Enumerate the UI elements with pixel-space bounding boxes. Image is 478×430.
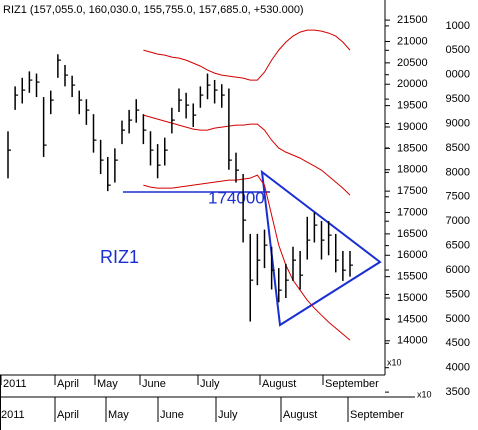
y2-tick-label: 3500	[446, 386, 470, 398]
y2-tick-label: 4500	[446, 337, 470, 349]
x-tick-label: July	[218, 409, 238, 421]
x-tick-label: May	[108, 409, 129, 421]
y2-tick-label: 7000	[446, 215, 470, 227]
y2-tick-label: 6000	[446, 264, 470, 276]
y-tick-label: 14500	[397, 313, 428, 325]
y-tick-label: 17500	[397, 185, 428, 197]
y-tick-label: 17000	[397, 206, 428, 218]
band-line	[143, 174, 351, 341]
chart-title: RIZ1 (157,055.0, 160,030.0, 155,755.0, 1…	[3, 4, 304, 16]
y-tick-label: 15000	[397, 292, 428, 304]
x-tick-label: May	[97, 378, 118, 390]
x-tick-label: 2011	[3, 378, 27, 390]
y-tick-label: 21000	[397, 35, 428, 47]
y-tick-label: 14000	[397, 335, 428, 347]
y2-tick-label: 5000	[446, 313, 470, 325]
y-tick-label: 20000	[397, 78, 428, 90]
x-tick-label: August	[283, 409, 317, 421]
y2-tick-label: 0000	[446, 69, 470, 81]
y-tick-label: 19500	[397, 100, 428, 112]
band-line	[143, 114, 351, 196]
y2-tick-label: 6500	[446, 240, 470, 252]
band-line	[143, 29, 351, 81]
y2-tick-label: 0500	[446, 44, 470, 56]
y-tick-label: 16000	[397, 249, 428, 261]
x-tick-label: April	[57, 409, 79, 421]
x-tick-label: September	[325, 378, 379, 390]
y2-tick-label: 9500	[446, 93, 470, 105]
x-tick-label: 2011	[1, 409, 25, 421]
unit-label: x10	[387, 357, 402, 367]
x-tick-label: September	[350, 409, 404, 421]
y-tick-label: 18000	[397, 164, 428, 176]
x-tick-label: April	[57, 378, 79, 390]
x-tick-label: July	[200, 378, 220, 390]
y-tick-label: 15500	[397, 271, 428, 283]
unit-label: x10	[417, 389, 432, 399]
annotation: RIZ1	[100, 247, 139, 267]
y2-tick-label: 4000	[446, 362, 470, 374]
annotation: 174000	[208, 188, 265, 207]
y-tick-label: 20500	[397, 57, 428, 69]
x-tick-label: June	[142, 378, 166, 390]
y2-tick-label: 8000	[446, 166, 470, 178]
y-tick-label: 18500	[397, 142, 428, 154]
y2-tick-label: 8500	[446, 142, 470, 154]
y-tick-label: 16500	[397, 228, 428, 240]
x-tick-label: June	[160, 409, 184, 421]
y2-tick-label: 9000	[446, 117, 470, 129]
x-tick-label: August	[262, 378, 296, 390]
y2-tick-label: 7500	[446, 191, 470, 203]
y-tick-label: 19000	[397, 121, 428, 133]
y2-tick-label: 5500	[446, 288, 470, 300]
y-tick-label: 21500	[397, 14, 428, 26]
y2-tick-label: 1000	[446, 20, 470, 32]
